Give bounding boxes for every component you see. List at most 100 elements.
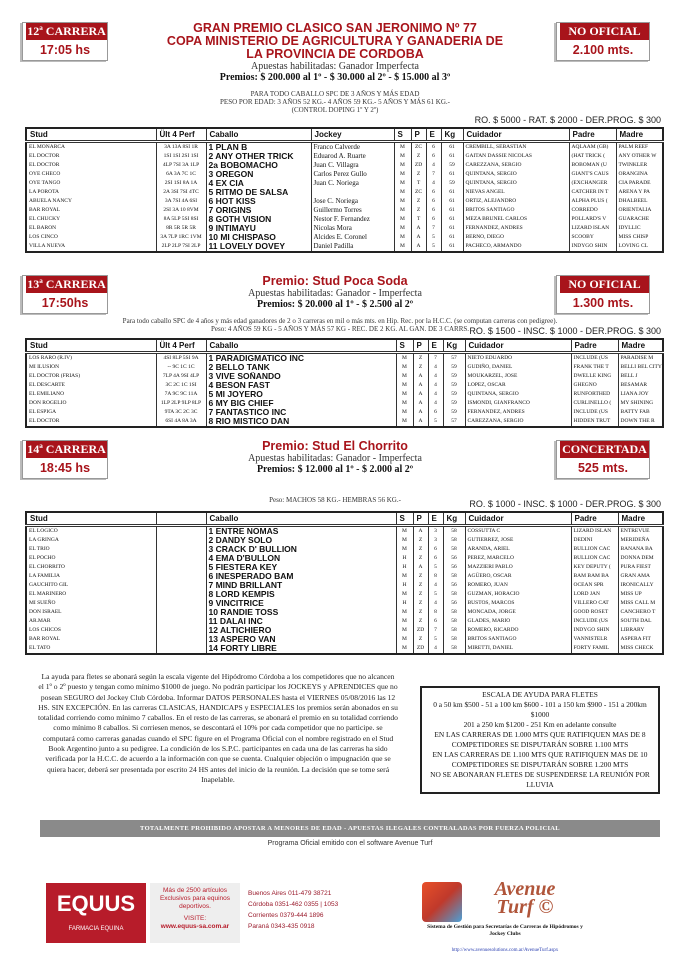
cell: FERNANDEZ, ANDRES (462, 223, 569, 233)
equus-contacts: Buenos Aires 011-479 38721 Córdoba 0351-… (248, 890, 339, 930)
cell: 5 MI JOYERO (205, 389, 396, 399)
cell: AGÜERO, OSCAR (464, 571, 571, 581)
cell: GRAN AMA (617, 571, 663, 581)
cell: EL TATO (25, 643, 156, 654)
cell: M (393, 214, 411, 224)
cell: 6 (425, 196, 441, 206)
cell: GUZMAN, HORACIO (464, 589, 571, 599)
cell: 2LP 2LP 7SI 2LP (155, 241, 206, 252)
cell: 9TA 3C 2C 3C (155, 407, 206, 417)
cell: Nicolas Mora (310, 223, 394, 233)
cell: 6 (425, 141, 441, 152)
cell: 8A 5LP 5SI 8SI (155, 214, 206, 224)
race-number-box: 13ª CARRERA 17:50hs (22, 275, 108, 314)
cell: 8 RIO MISTICO DAN (205, 416, 396, 427)
cell: M (395, 544, 413, 554)
cell: 6 (427, 544, 443, 554)
column-header: S (395, 512, 413, 527)
cell: 6 (427, 407, 443, 417)
cell: 3C 2C 1C 1SI (155, 380, 206, 390)
cell: M (393, 187, 411, 197)
cell: EL CHUCKY (25, 214, 156, 224)
cell: 59 (440, 178, 463, 188)
cell: M (395, 371, 413, 381)
race-title: GRAN PREMIO CLASICO SAN JERONIMO Nº 77 (193, 21, 477, 35)
cell: MISS CHISP (615, 232, 663, 242)
cell (155, 553, 206, 563)
cell: MI SUEÑO (25, 598, 156, 608)
table-row: EL TATO 14 FORTY LIBRE M ZD 4 58 MIRETTI, DANI… (25, 643, 663, 654)
avenue-link[interactable]: http://www.avenuesolutions.com.ar/Avenue… (451, 948, 559, 953)
escala-line: EN LAS CARRERAS DE 1.000 MTS QUE RATIFIQ… (434, 730, 646, 749)
cell: FRANK THE T (570, 362, 618, 372)
table-row: LA GRINGA 2 DANDY SOLO M Z 3 58 GUTIERREZ, JOS… (25, 535, 663, 545)
cell: -- 9C 1C 1C (155, 362, 206, 372)
cell: MI ILUSION (25, 362, 156, 372)
table-row: EL MONARCA 3A 13A 8SI 1R 1 PLAN B Franco Ca… (25, 141, 663, 152)
cell: 4 (427, 398, 443, 408)
race-fees: RO. $ 5000 - RAT. $ 2000 - DER.PROG. $ 3… (474, 115, 661, 125)
cell: 6 INESPERADO BAM (205, 571, 396, 581)
entries-table: Stud Caballo S P E Kg Cuidador Padre Madre EL LOG… (25, 511, 664, 655)
cell: 57 (442, 352, 465, 363)
cell: A (412, 389, 428, 399)
column-header: Kg (442, 512, 465, 527)
race-titles: Premio: Stud Poca Soda Apuestas habilitad… (120, 275, 550, 311)
cell: 4 (427, 580, 443, 590)
cell: Juan C. Villagra (310, 160, 394, 170)
cell: 7 ORIGINS (205, 205, 311, 215)
cell: LA POROTA (25, 187, 156, 197)
column-header: Kg (442, 339, 465, 354)
cell: 6A 3A 7C 1C (155, 169, 206, 179)
race-time: 17:05 hs (39, 43, 91, 57)
race-conditions: Para todo caballo SPC de 4 años y más ed… (122, 317, 558, 333)
cell: 59 (442, 398, 465, 408)
cell: 61 (440, 196, 463, 206)
cell: SCOOBY (568, 232, 616, 242)
cell: CAREZZANA, SERGIO (464, 416, 571, 427)
cell: FORTY FAMIL (570, 643, 618, 654)
cell: GAITAN DASSIE NICOLAS (462, 151, 569, 161)
cell: Z (412, 634, 428, 644)
column-header: S (393, 128, 411, 143)
cell: LORD JAN (570, 589, 618, 599)
cell: 7A 9C 9C 11A (155, 389, 206, 399)
cell: EL ESPIGA (25, 407, 156, 417)
cell: BELLI BEL CITY (617, 362, 663, 372)
escala-line: 0 a 50 km $500 - 51 a 100 km $600 - 101 … (433, 700, 647, 719)
race-title: COPA MINISTERIO DE AGRICULTURA Y GANADER… (166, 34, 504, 48)
avenue-turf-ad: Avenue Turf © Sistema de Gestión para Sec… (420, 879, 590, 956)
cell: ALPHA PLUS ( (568, 196, 616, 206)
cell: Z (410, 196, 426, 206)
escala-line: 201 a 250 km $1200 - 251 Km en adelante … (463, 720, 617, 729)
race-title: LA PROVINCIA DE CORDOBA (246, 47, 424, 61)
cell: 59 (442, 371, 465, 381)
cell: MEZA BRUNEL CARLOS (462, 214, 569, 224)
cell: M (393, 160, 411, 170)
cell: 3 (427, 525, 443, 536)
cell: Jose C. Noriega (310, 196, 394, 206)
equus-logo[interactable]: EQUUS FARMACIA EQUINA (46, 883, 146, 943)
escala-line: EN LAS CARRERAS DE 1.100 MTS QUE RATIFIQ… (432, 750, 648, 769)
cell: 2SI 3A 10 8VM (155, 205, 206, 215)
cell: Nestor F. Fernandez (310, 214, 394, 224)
cell: EL CHORRITO (25, 562, 156, 572)
column-header: Caballo (205, 339, 396, 354)
cell: 61 (440, 151, 463, 161)
cell: 12 ALTICHIERO (205, 625, 396, 635)
table-row: EL DOCTOR 4LP 7SI 3A 1LP 2a BOBOMACHO Juan … (25, 160, 663, 170)
entries-table: Stud Ült 4 Perf Caballo S P E Kg Cuidador Padre M… (25, 338, 664, 428)
race-time: 18:45 hs (39, 461, 91, 475)
column-header: Stud (25, 339, 156, 354)
table-row: BAR ROYAL 13 ASPERO VAN M Z 5 58 BRITOS SANTIA… (25, 634, 663, 644)
cell: Alcides E. Coronel (310, 232, 394, 242)
entries-table: Stud Ült 4 Perf Caballo Jockey S P E Kg Cuidador… (25, 127, 664, 253)
cell: 58 (442, 607, 465, 617)
cell: 5 (425, 241, 441, 252)
table-row: OYE TANGO 2SI 1SI 8A 1A 4 EX CIA Juan C. No… (25, 178, 663, 188)
premios: Premios: $ 200.000 al 1º - $ 30.000 al 2… (219, 72, 451, 83)
cell: ARENA Y PA (615, 187, 663, 197)
cell: ZD (412, 643, 428, 654)
cell: LA GRINGA (25, 535, 156, 545)
cell: M (395, 398, 413, 408)
